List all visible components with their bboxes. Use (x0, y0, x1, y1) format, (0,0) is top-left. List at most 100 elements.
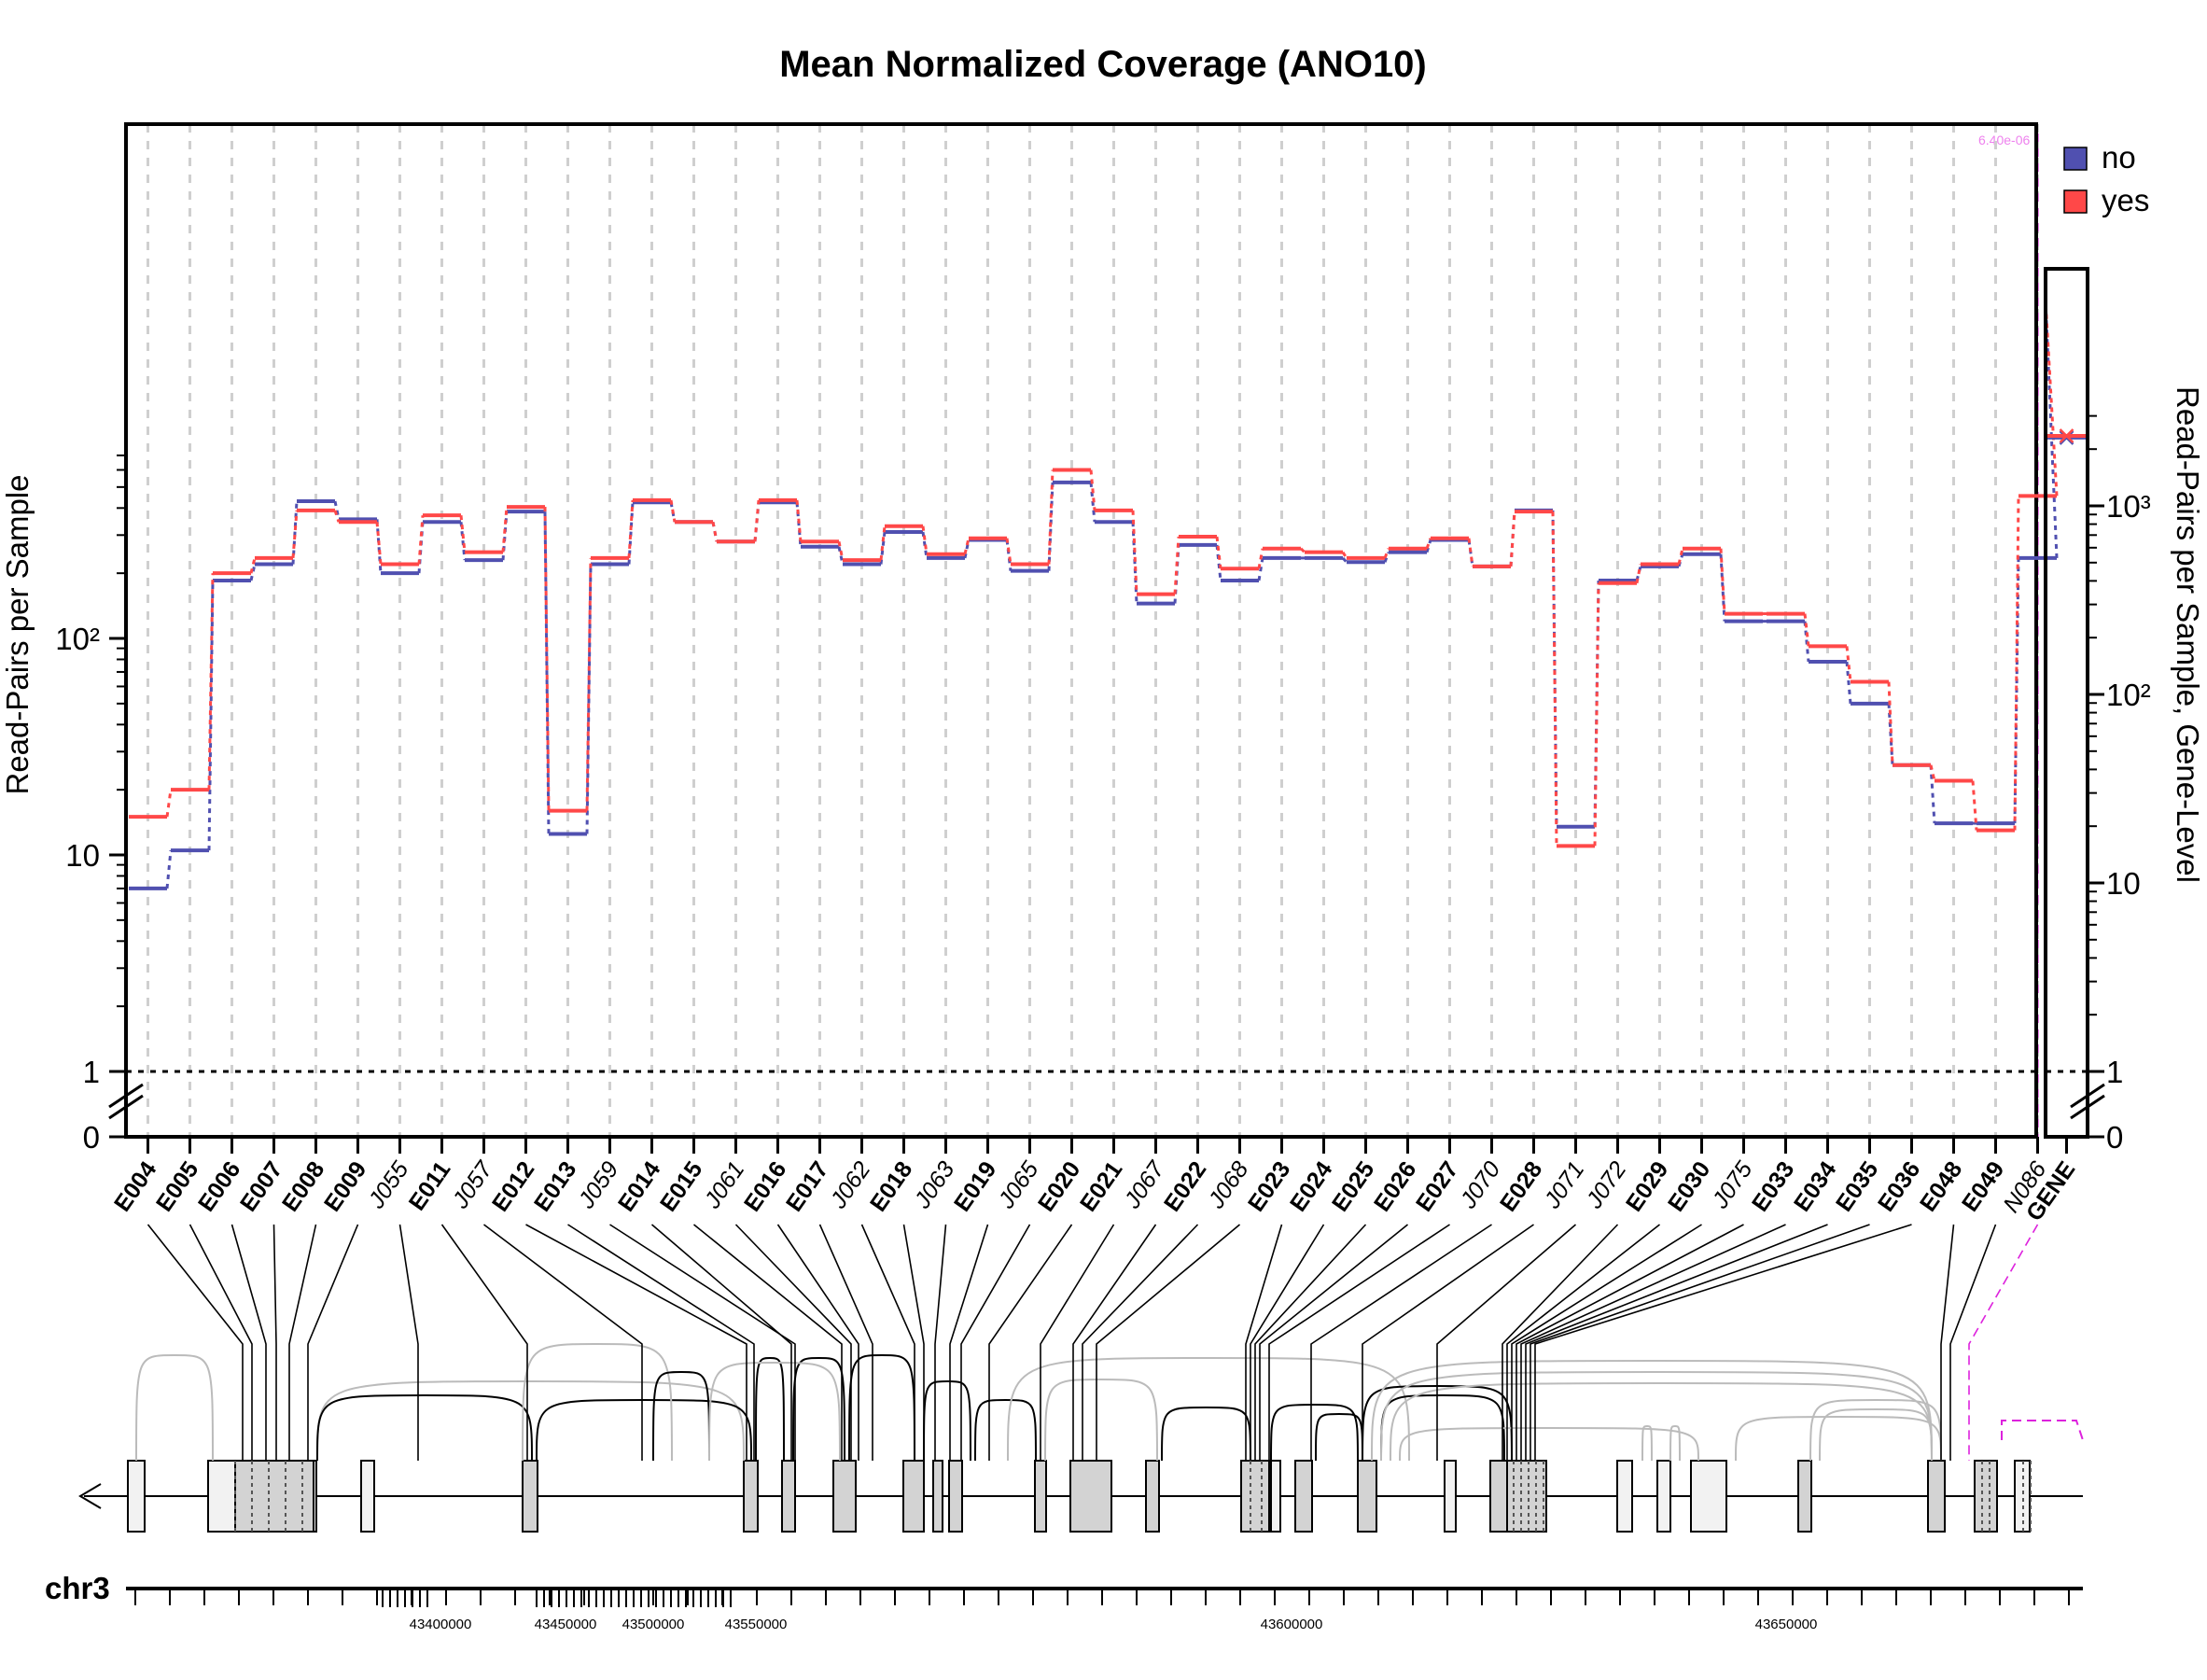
series-connector-no (417, 522, 425, 574)
series-connector-no (1215, 544, 1222, 581)
feature-connector (1516, 1224, 1744, 1461)
axis-break (108, 1083, 144, 1120)
series-connector-no (1257, 557, 1264, 581)
exon-box (1616, 1460, 1633, 1533)
legend-swatch (2063, 189, 2088, 214)
exon-box (1797, 1460, 1812, 1533)
x-tick-label: J063 (909, 1156, 960, 1213)
feature-connector (189, 1224, 253, 1461)
exon-box (234, 1460, 314, 1533)
x-tick-label: E015 (655, 1156, 707, 1216)
series-connector-no (1341, 556, 1348, 564)
x-tick-label: E036 (1873, 1156, 1925, 1216)
series-connector-no (1635, 566, 1642, 581)
main-plot: 011010²noyes011010²10³E004E005E006E007E0… (55, 122, 2151, 1632)
series-connector-no (963, 539, 971, 559)
feature-connector (1940, 1224, 1955, 1461)
junction-arc (1669, 1424, 1681, 1462)
plot-frame (124, 122, 2038, 1139)
x-tick-label: J071 (1539, 1156, 1590, 1213)
junction-arc (1735, 1416, 1942, 1462)
feature-connector (288, 1224, 317, 1461)
x-tick-label: E011 (404, 1156, 456, 1215)
series-connector-yes (753, 499, 761, 542)
series-connector-no (2013, 557, 2020, 824)
y-tick-label: 0 (83, 1120, 100, 1155)
series-connector-yes (1719, 548, 1726, 614)
series-connector-no (459, 522, 467, 561)
feature-connector (934, 1224, 947, 1461)
exon-box (932, 1460, 943, 1533)
x-tick-label: J075 (1707, 1156, 1758, 1213)
series-connector-no (1131, 522, 1138, 604)
x-tick-label: J057 (447, 1155, 498, 1213)
series-connector-yes (1971, 780, 1978, 831)
exon-box (902, 1460, 925, 1533)
junction-arc (792, 1356, 845, 1462)
series-connector-no (543, 511, 551, 834)
feature-connector (1040, 1224, 1115, 1461)
genomic-tick-label: 43650000 (1755, 1617, 1818, 1632)
feature-connector (1245, 1224, 1283, 1461)
junction-arc (522, 1342, 673, 1462)
series-connector-no (333, 500, 341, 520)
feature-connector (776, 1224, 859, 1461)
exon-box (743, 1460, 759, 1533)
series-connector-no (795, 502, 803, 547)
y-axis-label-left: Read-Pairs per Sample (0, 475, 35, 795)
x-tick-label: E048 (1915, 1156, 1967, 1216)
gene-y-tick-label: 10² (2106, 678, 2151, 712)
exon-box (1506, 1460, 1547, 1533)
series-connector-yes (711, 521, 719, 542)
exon-box (1690, 1460, 1727, 1533)
junction-arc (1371, 1360, 1933, 1462)
x-tick-label: E027 (1411, 1156, 1463, 1216)
feature-connector (734, 1224, 852, 1461)
x-tick-label: J055 (363, 1156, 414, 1213)
exon-box (1357, 1460, 1377, 1533)
exon-box (522, 1460, 538, 1533)
x-tick-label: E024 (1285, 1156, 1337, 1216)
exon-box (1489, 1460, 1508, 1533)
legend-label: yes (2102, 183, 2149, 217)
feature-connector (1096, 1224, 1241, 1461)
x-tick-label: J070 (1455, 1156, 1506, 1213)
feature-connector (307, 1224, 359, 1461)
junction-arc (652, 1370, 710, 1462)
series-connector-yes (795, 499, 803, 542)
series-connector-yes (1257, 548, 1264, 569)
series-connector-yes (207, 573, 215, 791)
series-connector-yes (669, 499, 677, 523)
junction-arc (1399, 1427, 1699, 1462)
novel-junction-bracket (2001, 1420, 2084, 1441)
series-connector-no (1383, 552, 1390, 563)
annotation-label: 6.40e-06 (1978, 133, 2030, 147)
exon-box (781, 1460, 796, 1533)
series-connector-yes (1593, 582, 1600, 847)
exon-box (1656, 1460, 1671, 1533)
y-tick-label: 1 (83, 1055, 100, 1089)
feature-connector (1525, 1224, 1828, 1461)
series-connector-no (249, 564, 257, 581)
x-tick-label: E028 (1495, 1156, 1547, 1216)
x-tick-label: E033 (1747, 1156, 1799, 1216)
series-connector-no (1719, 553, 1726, 622)
feature-connector (1082, 1224, 1199, 1461)
junction-arc (1270, 1404, 1359, 1462)
exon-box (832, 1460, 857, 1533)
feature-connector (440, 1224, 528, 1461)
feature-connector (609, 1224, 796, 1461)
x-tick-label: E006 (193, 1156, 245, 1216)
exon-box (1444, 1460, 1457, 1533)
series-connector-yes (1341, 551, 1348, 559)
series-connector-yes (1677, 548, 1684, 565)
feature-connector (1534, 1224, 1912, 1461)
x-tick-label: E020 (1033, 1156, 1085, 1216)
x-tick-label: E016 (739, 1156, 791, 1216)
junction-arc (708, 1361, 841, 1462)
feature-connector (650, 1224, 792, 1461)
feature-connector (860, 1224, 915, 1461)
feature-connector (949, 1224, 989, 1461)
feature-connector (1254, 1224, 1367, 1461)
genomic-tick-label: 43450000 (535, 1617, 597, 1632)
